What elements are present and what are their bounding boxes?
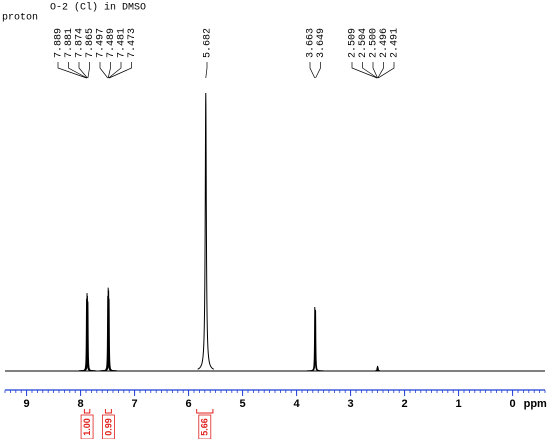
x-tick-label: 2 — [402, 398, 408, 410]
peak — [307, 309, 324, 372]
peak-label: 7.481 — [117, 28, 128, 58]
peak-label: 2.491 — [390, 28, 401, 58]
integral-bracket — [104, 409, 112, 414]
x-axis-label: ppm — [524, 398, 547, 410]
x-tick-label: 0 — [510, 398, 516, 410]
peak-label: 7.497 — [96, 28, 107, 58]
integral-label: 0.99 — [103, 418, 113, 436]
integral-box — [102, 414, 115, 439]
peak-label: 7.881 — [64, 28, 75, 58]
peak-label-leader — [372, 62, 378, 79]
peak-label: 7.889 — [54, 28, 65, 58]
peak-label: 7.874 — [75, 28, 86, 58]
integral-box — [80, 414, 94, 439]
integral-box — [198, 414, 212, 439]
integral-label: 5.66 — [200, 418, 210, 436]
integral-label: 1.00 — [82, 418, 92, 436]
peak-label-leader — [78, 62, 88, 79]
integral-bracket — [83, 409, 91, 414]
peak — [369, 368, 387, 372]
peak-label: 3.649 — [316, 28, 327, 58]
peak-label-leader — [309, 62, 316, 79]
peak-label-leader — [87, 62, 90, 79]
x-tick-label: 7 — [132, 398, 138, 410]
peak-label: 7.489 — [106, 28, 117, 58]
peak-label: 3.663 — [306, 28, 317, 58]
peak-label: 7.865 — [85, 28, 96, 58]
peak-label-leader — [108, 62, 132, 79]
x-tick-label: 8 — [78, 398, 84, 410]
peak-label: 2.509 — [348, 28, 359, 58]
peak-label-leader — [377, 62, 384, 79]
x-tick-label: 6 — [186, 398, 192, 410]
peak — [100, 298, 118, 372]
x-tick-label: 1 — [456, 398, 462, 410]
peak-label-leader — [99, 62, 109, 79]
peak-label-leader — [108, 62, 122, 79]
peak-label: 5.682 — [203, 28, 214, 58]
peak-label-leader — [205, 62, 208, 79]
peak-label-leader — [68, 62, 88, 79]
x-tick-label: 9 — [24, 398, 30, 410]
peak-label-leader — [377, 62, 395, 79]
peak-label-leader — [362, 62, 378, 79]
peak — [79, 301, 96, 372]
peak-label-leader — [315, 62, 321, 79]
x-tick-label: 4 — [294, 398, 301, 410]
peak-label-leader — [57, 62, 87, 79]
chart-title: O-2 (Cl) in DMSO — [50, 2, 146, 14]
peak-label: 2.496 — [379, 28, 390, 58]
peak-label: 7.473 — [127, 28, 138, 58]
peak-label-leader — [351, 62, 378, 79]
peak-label-leader — [107, 62, 111, 79]
x-tick-label: 3 — [348, 398, 354, 410]
chart-subtitle: proton — [2, 13, 38, 24]
peak — [197, 92, 215, 370]
peak-label: 2.500 — [369, 28, 380, 58]
x-tick-label: 5 — [240, 398, 246, 410]
integral-bracket — [196, 409, 214, 414]
peak-label: 2.504 — [358, 28, 369, 58]
